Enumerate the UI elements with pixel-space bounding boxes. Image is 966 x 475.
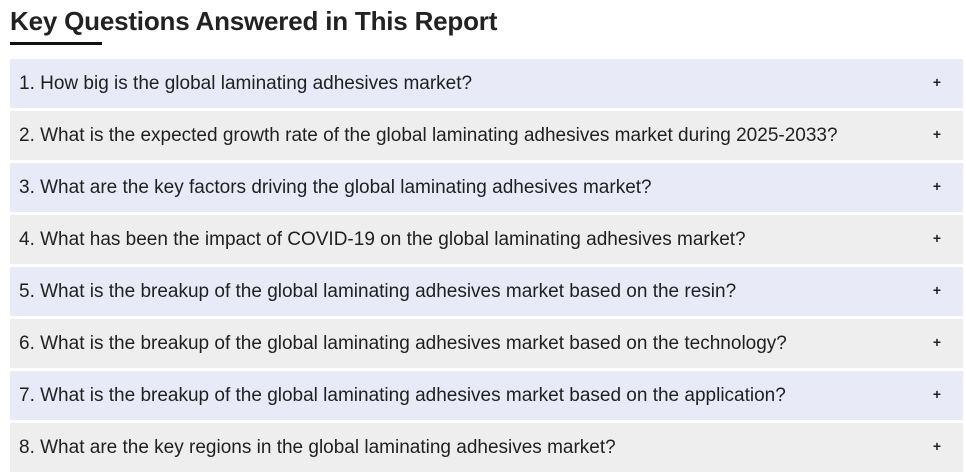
- faq-item-8[interactable]: 8. What are the key regions in the globa…: [10, 423, 963, 472]
- title-underline: [10, 42, 102, 45]
- section-title: Key Questions Answered in This Report: [10, 6, 498, 36]
- plus-icon[interactable]: +: [932, 74, 942, 90]
- faq-question: 7. What is the breakup of the global lam…: [19, 384, 786, 406]
- faq-item-4[interactable]: 4. What has been the impact of COVID-19 …: [10, 215, 963, 264]
- faq-question: 1. How big is the global laminating adhe…: [19, 72, 473, 94]
- faq-item-2[interactable]: 2. What is the expected growth rate of t…: [10, 111, 963, 160]
- plus-icon[interactable]: +: [932, 126, 942, 142]
- faq-question: 6. What is the breakup of the global lam…: [19, 332, 787, 354]
- faq-item-6[interactable]: 6. What is the breakup of the global lam…: [10, 319, 963, 368]
- faq-item-1[interactable]: 1. How big is the global laminating adhe…: [10, 59, 963, 108]
- key-questions-section: Key Questions Answered in This Report 1.…: [10, 6, 963, 472]
- faq-accordion: 1. How big is the global laminating adhe…: [10, 59, 963, 475]
- plus-icon[interactable]: +: [932, 178, 942, 194]
- faq-question: 3. What are the key factors driving the …: [19, 176, 652, 198]
- plus-icon[interactable]: +: [932, 334, 942, 350]
- faq-item-7[interactable]: 7. What is the breakup of the global lam…: [10, 371, 963, 420]
- faq-question: 8. What are the key regions in the globa…: [19, 436, 616, 458]
- faq-question: 5. What is the breakup of the global lam…: [19, 280, 737, 302]
- plus-icon[interactable]: +: [932, 230, 942, 246]
- plus-icon[interactable]: +: [932, 386, 942, 402]
- faq-question: 2. What is the expected growth rate of t…: [19, 124, 838, 146]
- plus-icon[interactable]: +: [932, 438, 942, 454]
- faq-question: 4. What has been the impact of COVID-19 …: [19, 228, 746, 250]
- faq-item-5[interactable]: 5. What is the breakup of the global lam…: [10, 267, 963, 316]
- plus-icon[interactable]: +: [932, 282, 942, 298]
- faq-item-3[interactable]: 3. What are the key factors driving the …: [10, 163, 963, 212]
